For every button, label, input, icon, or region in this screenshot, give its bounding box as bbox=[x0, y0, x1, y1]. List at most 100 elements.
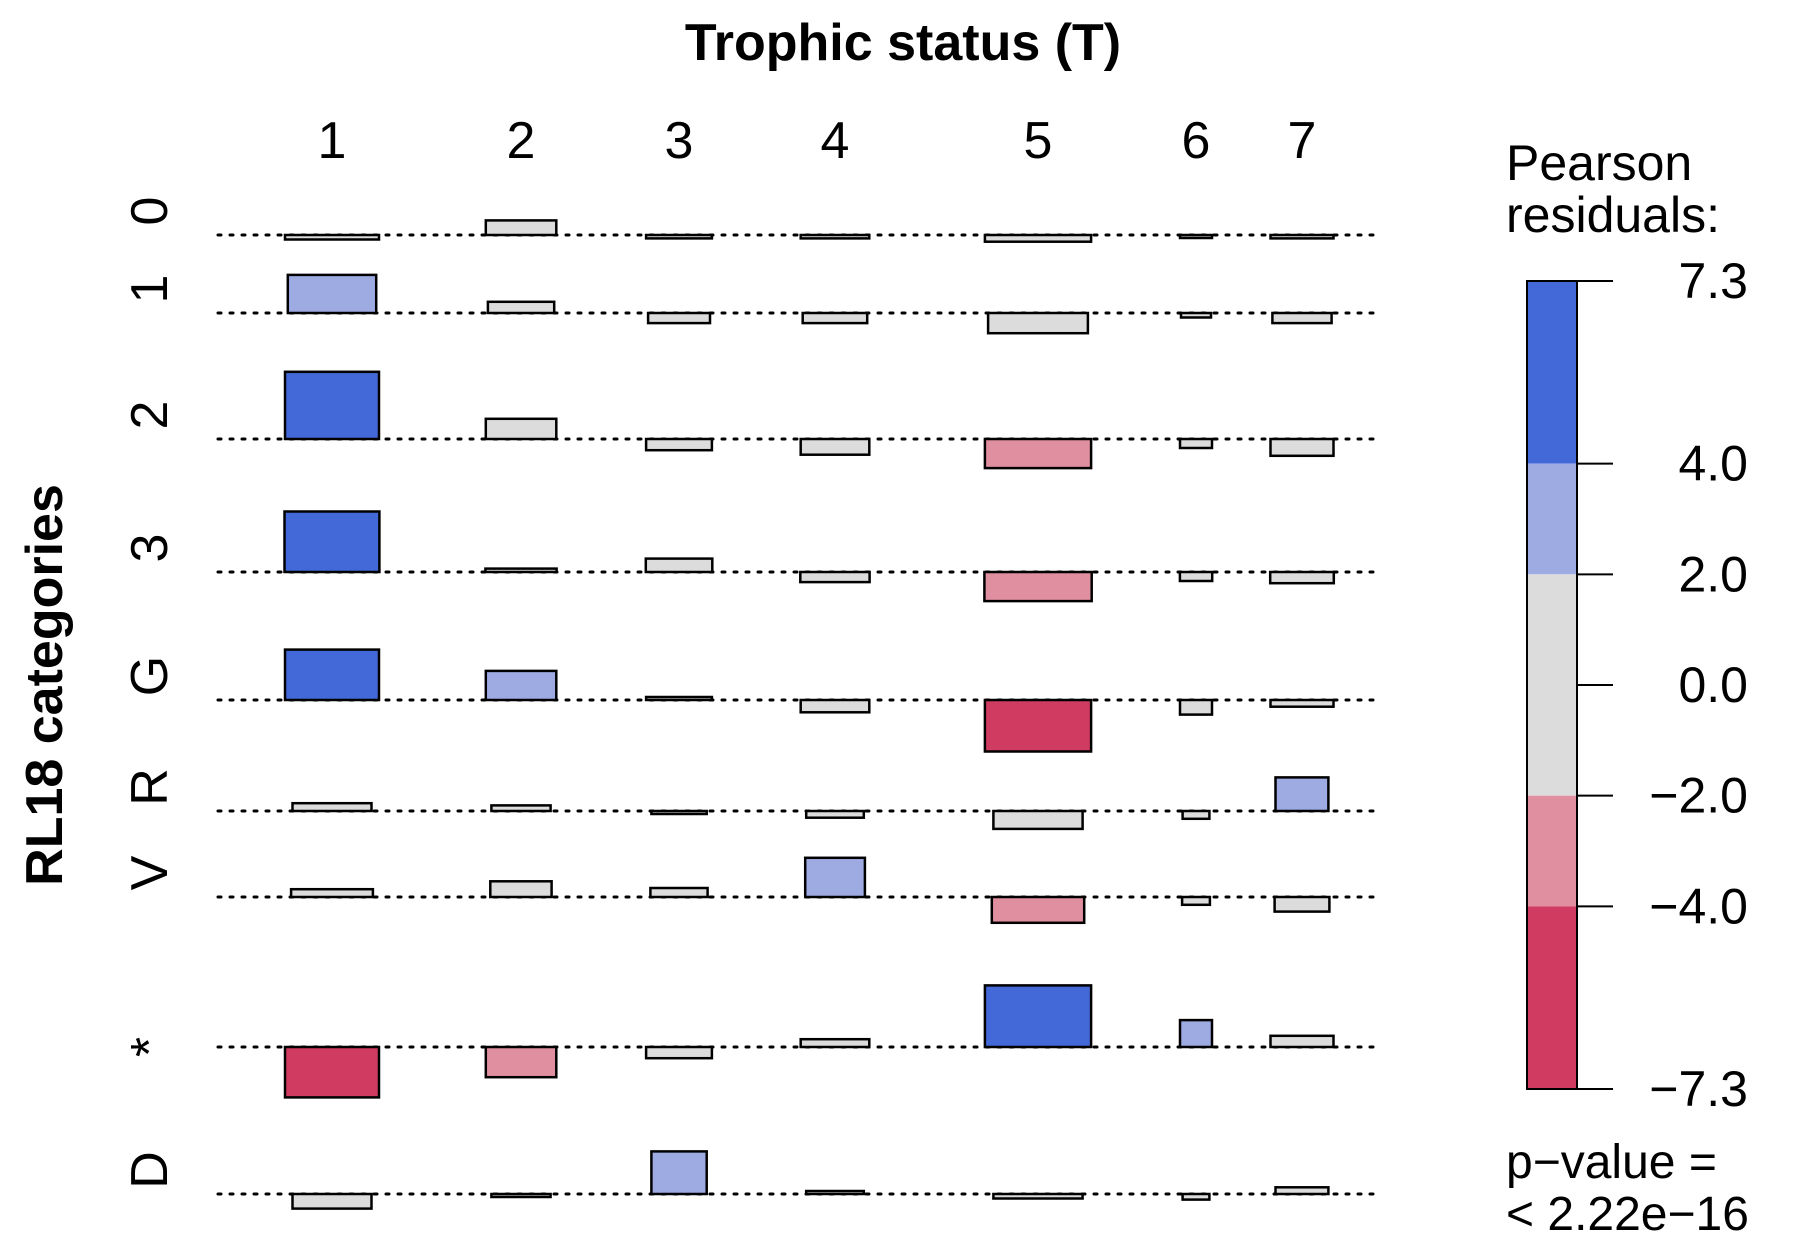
column-tick-1: 1 bbox=[318, 112, 347, 170]
legend-segment-4 bbox=[1527, 906, 1577, 1089]
legend: Pearson residuals: 7.3 4.0 2.0 0.0 −2.0 −4.0 −… bbox=[1506, 135, 1749, 1241]
cell-D-6 bbox=[1181, 1192, 1211, 1201]
row-tick-*: * bbox=[121, 1037, 179, 1057]
cell-G-7 bbox=[1269, 698, 1335, 708]
cell-*-7 bbox=[1269, 1034, 1335, 1049]
cell-V-7 bbox=[1273, 895, 1331, 913]
y-axis-title: RL18 categories bbox=[16, 484, 74, 886]
cell-2-4 bbox=[799, 437, 871, 456]
cell-D-1 bbox=[291, 1192, 373, 1210]
row-tick-V: V bbox=[121, 855, 179, 890]
cell-0-3 bbox=[644, 233, 714, 240]
row-tick-G: G bbox=[121, 656, 179, 696]
row-tick-labels: 0 1 2 3 G R V * D bbox=[121, 197, 179, 1189]
cell-V-2 bbox=[489, 880, 553, 899]
cell-2-5 bbox=[983, 437, 1093, 470]
residual-cells bbox=[283, 219, 1336, 1210]
cell-3-7 bbox=[1268, 570, 1336, 585]
cell-V-1 bbox=[289, 887, 375, 899]
cell-G-3 bbox=[644, 695, 714, 702]
cell-V-4 bbox=[803, 856, 867, 899]
x-axis-title: Trophic status (T) bbox=[685, 14, 1121, 72]
cell-0-6 bbox=[1178, 233, 1214, 240]
cell-R-4 bbox=[804, 809, 866, 819]
legend-title-line-2: residuals: bbox=[1506, 187, 1720, 243]
row-tick-0: 0 bbox=[121, 197, 179, 226]
legend-tick-labels: 7.3 4.0 2.0 0.0 −2.0 −4.0 −7.3 bbox=[1577, 253, 1748, 1117]
cell-D-2 bbox=[490, 1192, 552, 1199]
legend-tick-5: −4.0 bbox=[1649, 878, 1748, 934]
cell-G-2 bbox=[484, 669, 558, 702]
cell-0-2 bbox=[484, 219, 558, 237]
cell-G-5 bbox=[983, 698, 1093, 753]
cell-D-3 bbox=[650, 1150, 708, 1196]
legend-tick-2: 2.0 bbox=[1678, 546, 1748, 602]
cell-1-3 bbox=[646, 311, 712, 325]
cell-*-6 bbox=[1178, 1018, 1214, 1049]
cell-2-2 bbox=[484, 417, 558, 441]
cell-*-2 bbox=[484, 1045, 558, 1079]
cell-2-7 bbox=[1269, 437, 1335, 458]
cell-3-3 bbox=[644, 557, 714, 574]
cell-R-1 bbox=[291, 801, 373, 813]
cell-G-4 bbox=[799, 698, 871, 714]
column-tick-7: 7 bbox=[1288, 112, 1317, 170]
column-tick-labels: 1 2 3 4 5 6 7 bbox=[318, 112, 1317, 170]
column-tick-6: 6 bbox=[1182, 112, 1211, 170]
legend-segment-1 bbox=[1527, 463, 1577, 575]
legend-segment-0 bbox=[1527, 281, 1577, 464]
legend-tick-4: −2.0 bbox=[1649, 768, 1748, 824]
cell-R-2 bbox=[490, 804, 552, 813]
cell-G-1 bbox=[283, 648, 381, 702]
cell-D-7 bbox=[1274, 1186, 1330, 1196]
cell-0-5 bbox=[983, 233, 1093, 243]
legend-tick-3: 0.0 bbox=[1678, 657, 1748, 713]
cell-*-5 bbox=[983, 984, 1093, 1049]
cell-G-6 bbox=[1178, 698, 1214, 716]
cell-2-3 bbox=[644, 437, 714, 452]
cell-3-2 bbox=[484, 567, 558, 574]
cell-1-5 bbox=[986, 311, 1090, 335]
cell-1-4 bbox=[801, 311, 869, 325]
cell-V-6 bbox=[1180, 895, 1212, 907]
row-tick-3: 3 bbox=[121, 534, 179, 563]
legend-tick-1: 4.0 bbox=[1678, 436, 1748, 492]
cell-2-6 bbox=[1178, 437, 1214, 450]
row-tick-R: R bbox=[121, 768, 179, 806]
legend-tick-0: 7.3 bbox=[1678, 253, 1748, 309]
row-tick-1: 1 bbox=[121, 275, 179, 304]
legend-title-line-1: Pearson bbox=[1506, 135, 1692, 191]
legend-tick-6: −7.3 bbox=[1649, 1061, 1748, 1117]
cell-3-1 bbox=[283, 510, 381, 574]
cell-3-6 bbox=[1178, 570, 1214, 583]
cell-R-5 bbox=[992, 809, 1084, 831]
cell-*-4 bbox=[799, 1037, 871, 1049]
cell-1-6 bbox=[1179, 311, 1213, 319]
cell-1-2 bbox=[486, 300, 556, 315]
cell-*-3 bbox=[644, 1045, 714, 1060]
cell-*-1 bbox=[283, 1045, 381, 1099]
legend-color-bar bbox=[1526, 280, 1578, 1090]
cell-R-6 bbox=[1181, 809, 1211, 821]
column-tick-2: 2 bbox=[507, 112, 536, 170]
cell-0-7 bbox=[1269, 233, 1335, 240]
cell-D-5 bbox=[992, 1192, 1084, 1200]
cell-V-3 bbox=[649, 886, 709, 899]
cell-R-7 bbox=[1274, 776, 1330, 813]
legend-segment-2 bbox=[1527, 574, 1577, 796]
cell-1-7 bbox=[1271, 311, 1333, 325]
row-tick-2: 2 bbox=[121, 401, 179, 430]
cell-0-1 bbox=[283, 233, 381, 241]
column-tick-3: 3 bbox=[665, 112, 694, 170]
cell-D-4 bbox=[804, 1189, 866, 1196]
cell-V-5 bbox=[990, 895, 1086, 925]
p-value-label: p−value = bbox=[1506, 1136, 1717, 1189]
legend-segment-3 bbox=[1527, 795, 1577, 907]
cell-3-5 bbox=[983, 570, 1093, 603]
row-tick-D: D bbox=[121, 1151, 179, 1189]
cell-0-4 bbox=[799, 233, 871, 240]
row-baselines bbox=[216, 233, 1384, 1196]
cell-2-1 bbox=[283, 370, 381, 441]
cell-3-4 bbox=[799, 570, 871, 584]
column-tick-4: 4 bbox=[821, 112, 850, 170]
